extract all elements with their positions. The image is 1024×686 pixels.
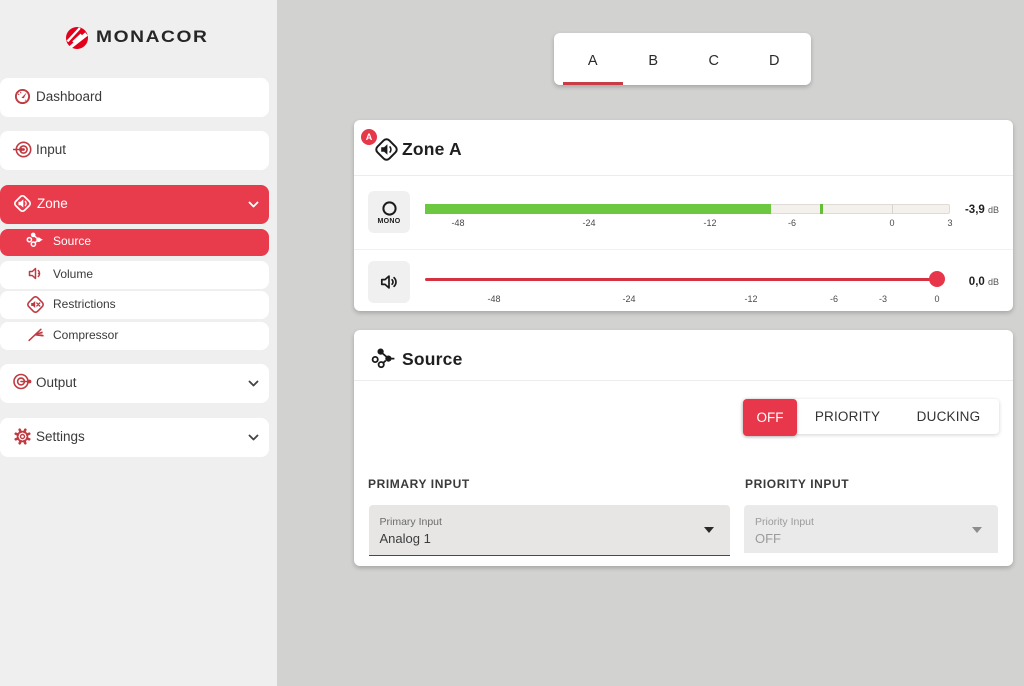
svg-text:A: A [366,132,373,142]
